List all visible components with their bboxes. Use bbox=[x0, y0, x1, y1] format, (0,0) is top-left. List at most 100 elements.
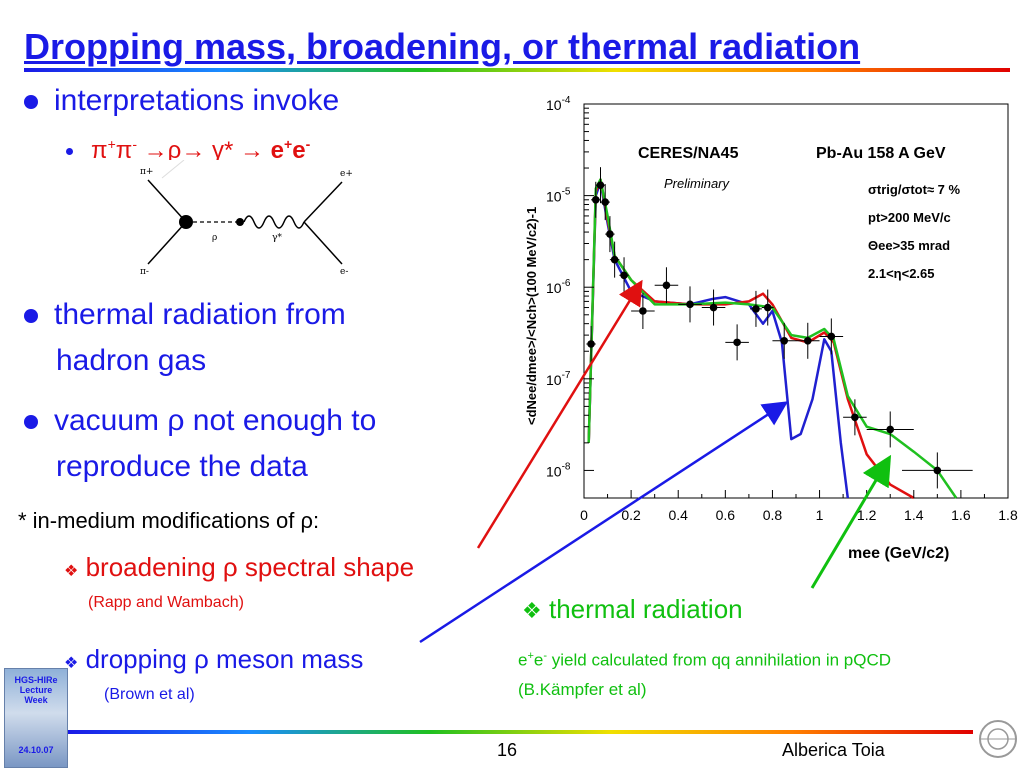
sub-bullet-dot-icon bbox=[66, 148, 73, 156]
data-point bbox=[886, 425, 895, 434]
bullet-text: vacuum ρ not enough to bbox=[54, 404, 377, 437]
yield-rest: yield calculated from qq annihilation in… bbox=[547, 650, 892, 670]
y-tick-label: 10-8 bbox=[546, 461, 571, 479]
data-point bbox=[596, 181, 605, 189]
x-tick-label: 0.8 bbox=[763, 507, 783, 523]
gamma-label: γ* bbox=[272, 233, 282, 243]
y-axis-label: <dNee/dmee>/<Nch>(100 MeV/c2)-1 bbox=[524, 207, 539, 425]
dropping-item: ❖ dropping ρ meson mass bbox=[64, 644, 363, 675]
data-point bbox=[620, 271, 628, 280]
data-point bbox=[933, 466, 942, 475]
y-tick-label: 10-6 bbox=[546, 278, 571, 296]
data-point bbox=[601, 198, 609, 206]
bullet-interpretations: interpretations invoke bbox=[24, 84, 339, 118]
pi-minus-label: π- bbox=[140, 267, 149, 277]
data-point bbox=[763, 303, 772, 312]
x-tick-label: 1.2 bbox=[857, 507, 877, 523]
data-point bbox=[803, 337, 812, 345]
badge-line: 24.10.07 bbox=[18, 745, 54, 755]
feynman-diagram: π+ π- ρ γ* e+ e- bbox=[134, 160, 504, 280]
red-arrow bbox=[476, 279, 643, 549]
plus-sup: + bbox=[527, 650, 534, 662]
y-tick-label: 10-5 bbox=[546, 187, 571, 205]
page-number: 16 bbox=[497, 740, 518, 760]
minus-sup: - bbox=[132, 136, 137, 152]
e-minus-line bbox=[303, 221, 343, 265]
bullet-text-cont: hadron gas bbox=[56, 344, 207, 377]
y-tick-label: 10-7 bbox=[546, 370, 571, 388]
x-tick-label: 0.4 bbox=[668, 507, 688, 523]
pi-minus-line bbox=[147, 221, 187, 265]
kampfer-ref: (B.Kämpfer et al) bbox=[518, 680, 647, 699]
plus-sup: + bbox=[284, 136, 293, 152]
x-tick-label: 1.4 bbox=[904, 507, 924, 523]
diamond-bullet-icon: ❖ bbox=[64, 563, 79, 580]
gamma-symbol: γ* bbox=[211, 137, 234, 164]
slide-title: Dropping mass, broadening, or thermal ra… bbox=[24, 26, 861, 67]
data-point bbox=[639, 307, 647, 315]
cut-label: pt>200 MeV/c bbox=[868, 210, 951, 225]
pi-symbol: π bbox=[115, 137, 133, 164]
preliminary-label: Preliminary bbox=[664, 176, 731, 191]
cern-logo-icon bbox=[979, 720, 1017, 758]
reaction-line: π+π- →ρ→ γ* → e+e- bbox=[66, 136, 310, 165]
broadening-item: ❖ broadening ρ spectral shape bbox=[64, 552, 414, 583]
cut-label: Θee>35 mrad bbox=[868, 238, 950, 253]
bullet-thermal: thermal radiation from hadron gas bbox=[24, 298, 346, 378]
data-point bbox=[827, 332, 836, 341]
brown-ref: (Brown et al) bbox=[104, 686, 195, 703]
thermal-text: thermal radiation bbox=[548, 594, 743, 624]
arrow-icon: → bbox=[143, 137, 168, 164]
bullet-dot-icon bbox=[24, 95, 38, 110]
e-plus-line bbox=[303, 181, 343, 223]
electron-symbol: e bbox=[270, 137, 285, 164]
x-tick-label: 0.6 bbox=[716, 507, 736, 523]
rho-symbol: ρ bbox=[167, 137, 182, 164]
minus-sup: - bbox=[543, 650, 548, 662]
broadening-text: broadening ρ spectral shape bbox=[85, 552, 415, 582]
arrow-icon: → bbox=[181, 137, 206, 164]
system-label: Pb-Au 158 A GeV bbox=[816, 145, 946, 162]
data-point bbox=[733, 338, 741, 347]
cut-label: 2.1<η<2.65 bbox=[868, 266, 935, 281]
plus-sup: + bbox=[107, 136, 116, 152]
lecture-week-badge: HGS-HIRe Lecture Week 24.10.07 bbox=[4, 668, 68, 768]
data-point bbox=[709, 303, 718, 312]
pi-plus-label: π+ bbox=[140, 167, 153, 177]
rho-label: ρ bbox=[212, 233, 217, 243]
electron-symbol: e bbox=[533, 650, 544, 670]
author-name: Alberica Toia bbox=[782, 740, 885, 760]
vertex-dot bbox=[236, 218, 244, 226]
in-medium-note: * in-medium modifications of ρ: bbox=[18, 508, 320, 533]
badge-line: Lecture bbox=[19, 685, 53, 695]
diamond-bullet-icon: ❖ bbox=[64, 655, 79, 672]
cut-label: σtrig/σtot≈ 7 % bbox=[868, 182, 961, 197]
badge-line: HGS-HIRe bbox=[14, 675, 58, 685]
bullet-text: interpretations invoke bbox=[54, 84, 340, 117]
rapp-ref: (Rapp and Wambach) bbox=[88, 594, 244, 611]
x-axis-label: mee (GeV/c2) bbox=[848, 545, 949, 562]
title-underline-rainbow bbox=[24, 68, 1010, 72]
e-plus-label: e+ bbox=[340, 169, 353, 179]
x-tick-label: 0.2 bbox=[621, 507, 641, 523]
blue-arrow bbox=[419, 401, 789, 644]
yield-text: e+e- yield calculated from qq annihilati… bbox=[518, 650, 891, 671]
photon-wavy-line bbox=[243, 215, 305, 229]
diamond-bullet-icon: ❖ bbox=[522, 598, 542, 623]
pi-symbol: π bbox=[91, 137, 108, 164]
badge-line: Week bbox=[24, 695, 48, 705]
electron-symbol: e bbox=[292, 137, 306, 164]
electron-symbol: e bbox=[518, 650, 528, 670]
footer-rainbow-line bbox=[68, 730, 973, 734]
arrow-icon: → bbox=[240, 137, 264, 164]
x-tick-label: 0 bbox=[580, 507, 588, 523]
minus-sup: - bbox=[305, 136, 311, 152]
data-point bbox=[587, 340, 595, 348]
x-tick-label: 1 bbox=[816, 507, 824, 523]
bullet-text-cont: reproduce the data bbox=[56, 450, 308, 483]
bullet-dot-icon bbox=[24, 415, 38, 430]
data-point bbox=[610, 255, 619, 264]
thermal-item: ❖ thermal radiation bbox=[522, 594, 743, 625]
bullet-text: thermal radiation from bbox=[54, 298, 346, 331]
